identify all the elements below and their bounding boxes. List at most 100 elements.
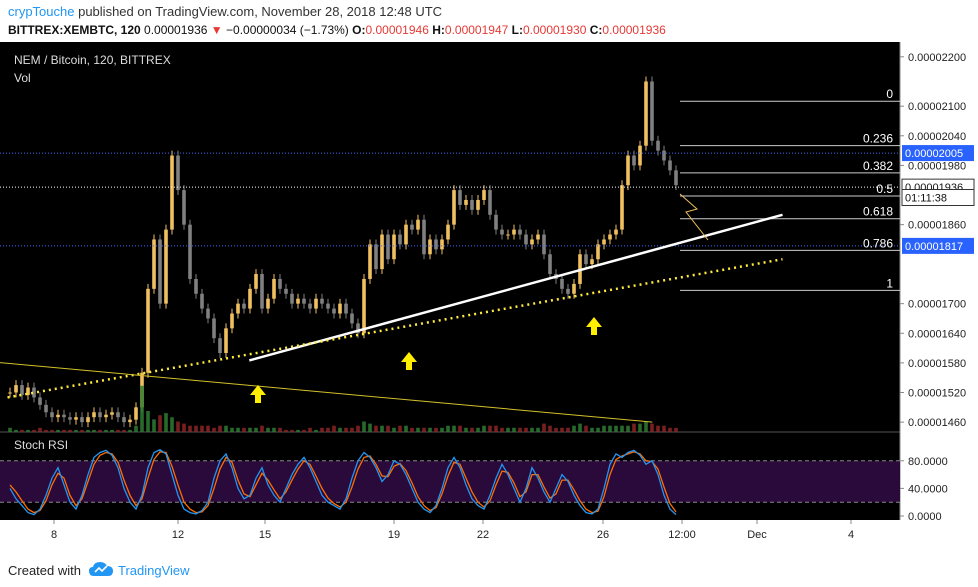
volume-bar — [428, 427, 432, 432]
candle — [458, 190, 462, 205]
volume-bar — [674, 427, 678, 432]
high-value: 0.00001947 — [444, 23, 509, 37]
candle — [548, 254, 552, 275]
candle — [392, 234, 396, 260]
candle — [110, 412, 114, 415]
candle — [428, 239, 432, 255]
trendlines — [0, 213, 783, 423]
candle — [590, 259, 594, 265]
price-tag-label: 0.00001817 — [905, 241, 963, 253]
volume-bar — [542, 423, 546, 432]
volume-bar — [458, 425, 462, 432]
price-chart[interactable]: NEM / Bitcoin, 120, BITTREXVol0.00002200… — [0, 42, 978, 552]
volume-bar — [314, 429, 318, 432]
candle — [332, 308, 336, 314]
candle — [440, 239, 444, 250]
volume-bar — [524, 427, 528, 432]
candle — [152, 239, 156, 289]
candle — [56, 414, 60, 418]
volume-bar — [122, 429, 126, 432]
volume-bar — [566, 427, 570, 432]
volume-bar — [470, 427, 474, 432]
candle — [518, 229, 522, 235]
volume-bar — [212, 427, 216, 432]
volume-bar — [374, 425, 378, 432]
candle — [452, 190, 456, 225]
candle — [512, 229, 516, 235]
volume-bar — [620, 425, 624, 432]
candle — [644, 81, 648, 146]
candle — [620, 185, 624, 230]
tradingview-brand-link[interactable]: TradingView — [118, 563, 190, 578]
candle — [470, 199, 474, 210]
candle — [50, 412, 54, 418]
last-price: 0.00001936 — [144, 23, 208, 37]
volume-bar — [92, 429, 96, 432]
volume-bar — [14, 429, 18, 432]
candle — [482, 190, 486, 200]
chart-title: NEM / Bitcoin, 120, BITTREX — [14, 53, 171, 67]
price-tick-label: 0.00002040 — [908, 131, 966, 143]
volume-bar — [446, 425, 450, 432]
candle — [674, 170, 678, 186]
candle — [380, 234, 384, 270]
candle — [284, 288, 288, 294]
fib-level-label: 1 — [886, 276, 893, 290]
candle — [68, 417, 72, 420]
candle — [398, 234, 402, 245]
volume-bar — [350, 427, 354, 432]
volume-bar — [68, 429, 72, 432]
volume-bar — [170, 417, 174, 432]
rsi-tick-label: 80.0000 — [908, 456, 948, 468]
candle — [368, 244, 372, 279]
price-change: −0.00000034 (−1.73%) — [226, 23, 349, 37]
candle — [404, 224, 408, 245]
volume-bar — [308, 427, 312, 432]
price-tick-label: 0.00001700 — [908, 299, 966, 311]
candle — [254, 274, 258, 289]
candle — [146, 288, 150, 373]
volume-bar — [296, 429, 300, 432]
volume-bar — [332, 425, 336, 432]
candle — [308, 303, 312, 309]
candle — [248, 288, 252, 309]
volume-bar — [254, 427, 258, 432]
candle — [656, 140, 660, 151]
ohlc-line: BITTREX:XEMBTC, 120 0.00001936 ▼ −0.0000… — [8, 23, 666, 37]
close-value: 0.00001936 — [602, 23, 666, 37]
time-tick-label: 8 — [51, 529, 57, 541]
candle — [224, 328, 228, 354]
price-axis — [900, 42, 978, 520]
candle — [278, 278, 282, 289]
volume-bar — [338, 427, 342, 432]
candle — [188, 224, 192, 279]
time-tick-label: 19 — [388, 529, 400, 541]
volume-bar — [356, 425, 360, 432]
volume-bar — [182, 423, 186, 432]
close-label: C: — [589, 23, 603, 37]
volume-bar — [146, 411, 150, 432]
up-arrow-icon — [250, 385, 266, 403]
candle — [80, 417, 84, 423]
candle — [122, 417, 126, 423]
candle — [536, 234, 540, 240]
candle — [410, 224, 414, 230]
candle — [20, 385, 24, 395]
volume-bar — [38, 427, 42, 432]
volume-bar — [644, 421, 648, 432]
volume-bar — [242, 427, 246, 432]
volume-bar — [164, 413, 168, 432]
candle — [74, 417, 78, 420]
volume-bar — [44, 429, 48, 432]
volume-bar — [614, 425, 618, 432]
author-link[interactable]: crypTouche — [8, 4, 75, 19]
volume-bar — [626, 425, 630, 432]
volume-bar — [416, 427, 420, 432]
high-label: H: — [432, 23, 445, 37]
candle — [242, 303, 246, 309]
price-tick-label: 0.00001980 — [908, 160, 966, 172]
volume-bar — [230, 427, 234, 432]
candle — [374, 244, 378, 270]
time-tick-label: 12 — [172, 529, 184, 541]
fib-level-label: 0.5 — [876, 182, 893, 196]
